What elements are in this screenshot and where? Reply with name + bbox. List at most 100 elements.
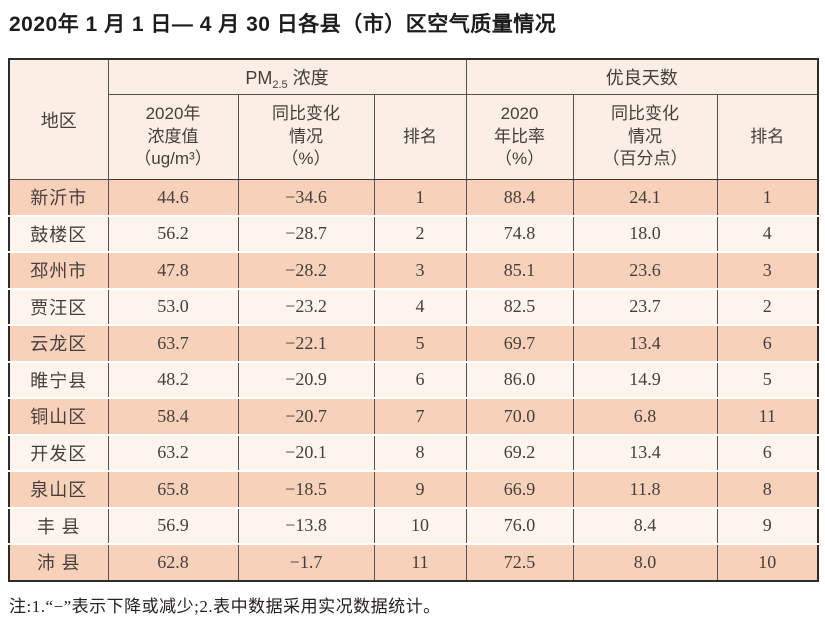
header-sub-row: 2020年 浓度值 （ug/m³） 同比变化 情况 （%） 排名 2020 年比… [9,94,819,180]
pm25-label-prefix: PM [245,67,273,88]
column-header-good-rate: 2020 年比率 （%） [465,94,574,180]
cell-pm-value: 58.4 [107,397,239,435]
cell-pm-value: 48.2 [107,360,239,398]
air-quality-table: 地区 PM2.5 浓度 优良天数 2020年 浓度值 （ug/m³） 同比变化 … [8,58,820,582]
table-row: 新沂市 44.6 −34.6 1 88.4 24.1 1 [8,179,819,216]
cell-good-rate: 66.9 [465,470,574,508]
table-body: 新沂市 44.6 −34.6 1 88.4 24.1 1 鼓楼区 56.2 −2… [8,179,819,581]
cell-pm-rank: 4 [373,287,467,325]
cell-good-change: 13.4 [572,324,718,362]
cell-pm-value: 65.8 [107,470,239,508]
cell-good-change: 23.7 [572,287,718,325]
cell-good-rate: 86.0 [465,360,574,398]
cell-region: 丰 县 [8,506,109,544]
column-header-pm-value: 2020年 浓度值 （ug/m³） [107,94,239,180]
table-row: 鼓楼区 56.2 −28.7 2 74.8 18.0 4 [8,214,819,252]
cell-good-rank: 5 [716,360,819,398]
cell-good-change: 18.0 [572,214,718,252]
cell-good-change: 11.8 [572,470,718,508]
cell-pm-change: −1.7 [237,543,375,581]
cell-pm-change: −23.2 [237,287,375,325]
column-header-good-rank: 排名 [716,94,819,180]
cell-good-rate: 70.0 [465,397,574,435]
cell-good-rate: 69.2 [465,433,574,471]
table-row: 贾汪区 53.0 −23.2 4 82.5 23.7 2 [8,287,819,325]
cell-good-rate: 76.0 [465,506,574,544]
cell-pm-change: −20.9 [237,360,375,398]
cell-pm-value: 56.2 [107,214,239,252]
table-row: 沛 县 62.8 −1.7 11 72.5 8.0 10 [8,543,819,581]
cell-region: 云龙区 [8,324,109,362]
cell-pm-rank: 2 [373,214,467,252]
cell-good-rank: 6 [716,324,819,362]
cell-region: 沛 县 [8,543,109,581]
cell-good-change: 8.0 [572,543,718,581]
cell-pm-rank: 7 [373,397,467,435]
cell-good-change: 6.8 [572,397,718,435]
cell-good-rank: 10 [716,543,819,581]
cell-region: 邳州市 [8,251,109,289]
cell-good-rate: 72.5 [465,543,574,581]
table-row: 铜山区 58.4 −20.7 7 70.0 6.8 11 [8,397,819,435]
cell-good-rank: 4 [716,214,819,252]
table-row: 睢宁县 48.2 −20.9 6 86.0 14.9 5 [8,360,819,398]
cell-pm-rank: 1 [373,179,467,216]
cell-region: 新沂市 [8,179,109,216]
cell-good-change: 13.4 [572,433,718,471]
cell-good-rank: 9 [716,506,819,544]
pm25-label-suffix: 浓度 [287,67,329,88]
cell-region: 开发区 [8,433,109,471]
cell-pm-change: −20.7 [237,397,375,435]
cell-pm-value: 62.8 [107,543,239,581]
cell-good-change: 14.9 [572,360,718,398]
column-header-pm-change: 同比变化 情况 （%） [237,94,375,180]
cell-good-change: 8.4 [572,506,718,544]
table-header: 地区 PM2.5 浓度 优良天数 2020年 浓度值 （ug/m³） 同比变化 … [8,59,819,180]
cell-pm-value: 63.2 [107,433,239,471]
table-row: 泉山区 65.8 −18.5 9 66.9 11.8 8 [8,470,819,508]
page-title: 2020年 1 月 1 日— 4 月 30 日各县（市）区空气质量情况 [9,13,557,36]
column-group-good-days: 优良天数 [465,59,819,95]
table-row: 开发区 63.2 −20.1 8 69.2 13.4 6 [8,433,819,471]
cell-good-rate: 88.4 [465,179,574,216]
cell-pm-rank: 3 [373,251,467,289]
cell-good-change: 24.1 [572,179,718,216]
cell-good-rank: 1 [716,179,819,216]
cell-good-rank: 3 [716,251,819,289]
cell-pm-change: −28.7 [237,214,375,252]
table-row: 丰 县 56.9 −13.8 10 76.0 8.4 9 [8,506,819,544]
cell-pm-rank: 10 [373,506,467,544]
cell-pm-rank: 11 [373,543,467,581]
cell-good-rate: 82.5 [465,287,574,325]
cell-good-rank: 8 [716,470,819,508]
cell-region: 睢宁县 [8,360,109,398]
footnote: 注:1.“−”表示下降或减少;2.表中数据采用实况数据统计。 [9,597,441,616]
cell-pm-value: 44.6 [107,179,239,216]
cell-good-rank: 6 [716,433,819,471]
cell-pm-value: 53.0 [107,287,239,325]
column-group-pm25: PM2.5 浓度 [107,59,467,95]
cell-good-rate: 69.7 [465,324,574,362]
cell-good-rate: 85.1 [465,251,574,289]
cell-good-rank: 2 [716,287,819,325]
cell-good-change: 23.6 [572,251,718,289]
cell-pm-value: 63.7 [107,324,239,362]
cell-pm-value: 47.8 [107,251,239,289]
cell-pm-rank: 6 [373,360,467,398]
cell-pm-change: −18.5 [237,470,375,508]
cell-pm-change: −13.8 [237,506,375,544]
cell-pm-rank: 5 [373,324,467,362]
cell-region: 贾汪区 [8,287,109,325]
cell-region: 泉山区 [8,470,109,508]
pm25-label-subscript: 2.5 [272,78,288,91]
header-group-row: 地区 PM2.5 浓度 优良天数 [8,59,819,180]
cell-pm-change: −20.1 [237,433,375,471]
cell-good-rank: 11 [716,397,819,435]
cell-pm-change: −22.1 [237,324,375,362]
cell-pm-value: 56.9 [107,506,239,544]
cell-pm-rank: 9 [373,470,467,508]
table-row: 邳州市 47.8 −28.2 3 85.1 23.6 3 [8,251,819,289]
table-row: 云龙区 63.7 −22.1 5 69.7 13.4 6 [8,324,819,362]
column-header-good-change: 同比变化 情况 （百分点） [572,94,718,180]
